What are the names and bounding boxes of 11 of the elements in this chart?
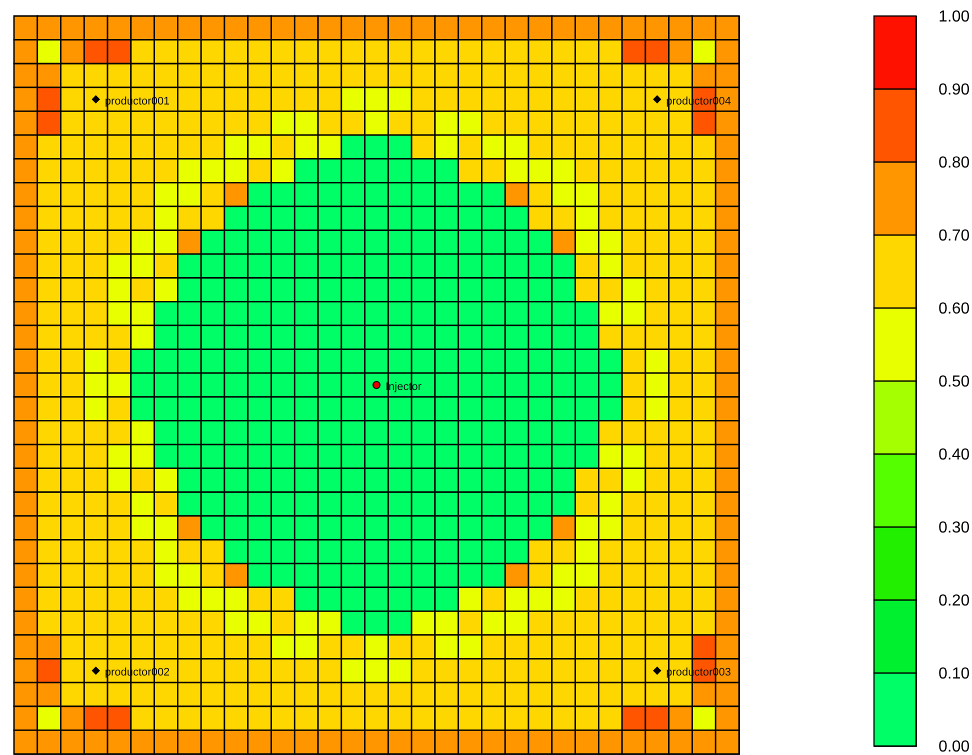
- color-bar-label: 0.40: [938, 446, 970, 464]
- color-bar-label: 0.20: [938, 592, 970, 610]
- color-bar-label: 0.50: [938, 374, 970, 390]
- color-bar-label: 0.10: [938, 666, 970, 682]
- color-bar-label: 0.70: [938, 228, 970, 244]
- color-bar-label: 0.00: [938, 738, 970, 755]
- color-bar-label: 0.30: [938, 520, 970, 536]
- color-bar-label: 1.00: [938, 8, 970, 26]
- color-bar-label: 0.60: [938, 300, 970, 318]
- color-bar-label: 0.80: [938, 154, 970, 172]
- color-bar-label: 0.90: [938, 82, 970, 98]
